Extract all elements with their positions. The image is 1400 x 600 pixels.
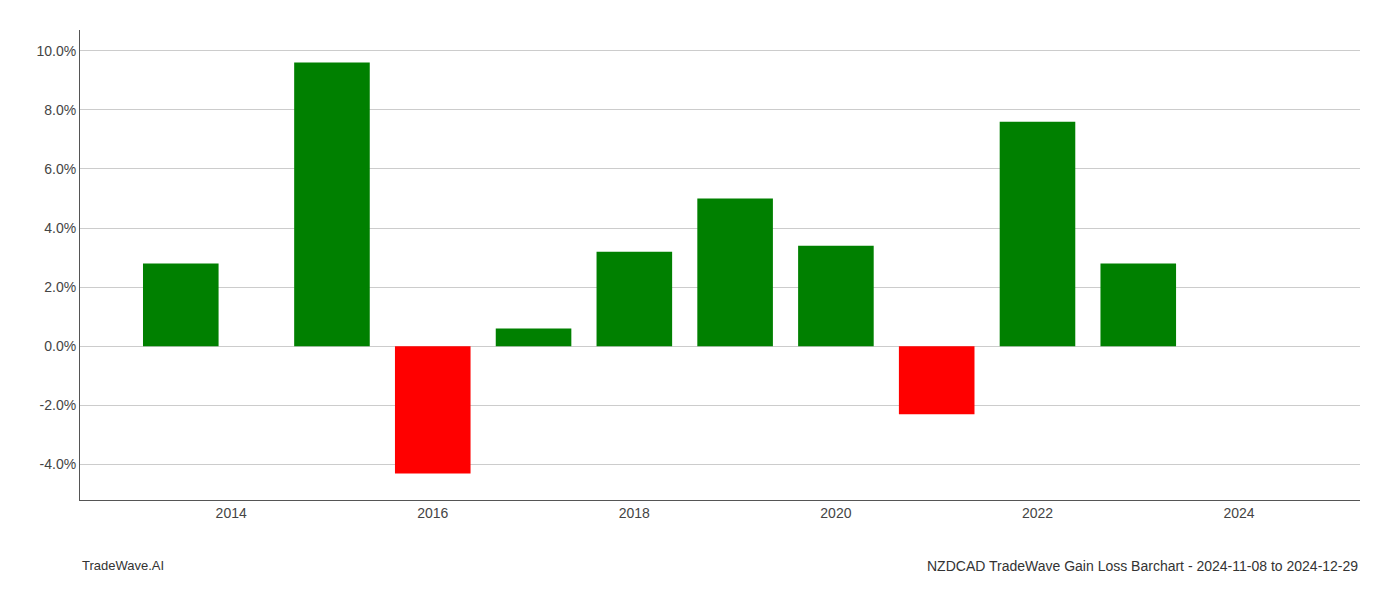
svg-text:2022: 2022 <box>1022 505 1053 521</box>
svg-text:-2.0%: -2.0% <box>40 397 77 413</box>
svg-text:2018: 2018 <box>619 505 650 521</box>
svg-text:TradeWave.AI: TradeWave.AI <box>82 558 164 573</box>
svg-text:10.0%: 10.0% <box>36 43 76 59</box>
svg-text:2.0%: 2.0% <box>44 279 76 295</box>
svg-text:0.0%: 0.0% <box>44 338 76 354</box>
svg-text:2016: 2016 <box>417 505 448 521</box>
svg-text:2014: 2014 <box>216 505 247 521</box>
svg-text:6.0%: 6.0% <box>44 161 76 177</box>
svg-text:8.0%: 8.0% <box>44 102 76 118</box>
svg-text:NZDCAD TradeWave Gain Loss Bar: NZDCAD TradeWave Gain Loss Barchart - 20… <box>927 558 1358 574</box>
svg-text:4.0%: 4.0% <box>44 220 76 236</box>
svg-text:-4.0%: -4.0% <box>40 456 77 472</box>
svg-text:2024: 2024 <box>1223 505 1254 521</box>
svg-text:2020: 2020 <box>820 505 851 521</box>
